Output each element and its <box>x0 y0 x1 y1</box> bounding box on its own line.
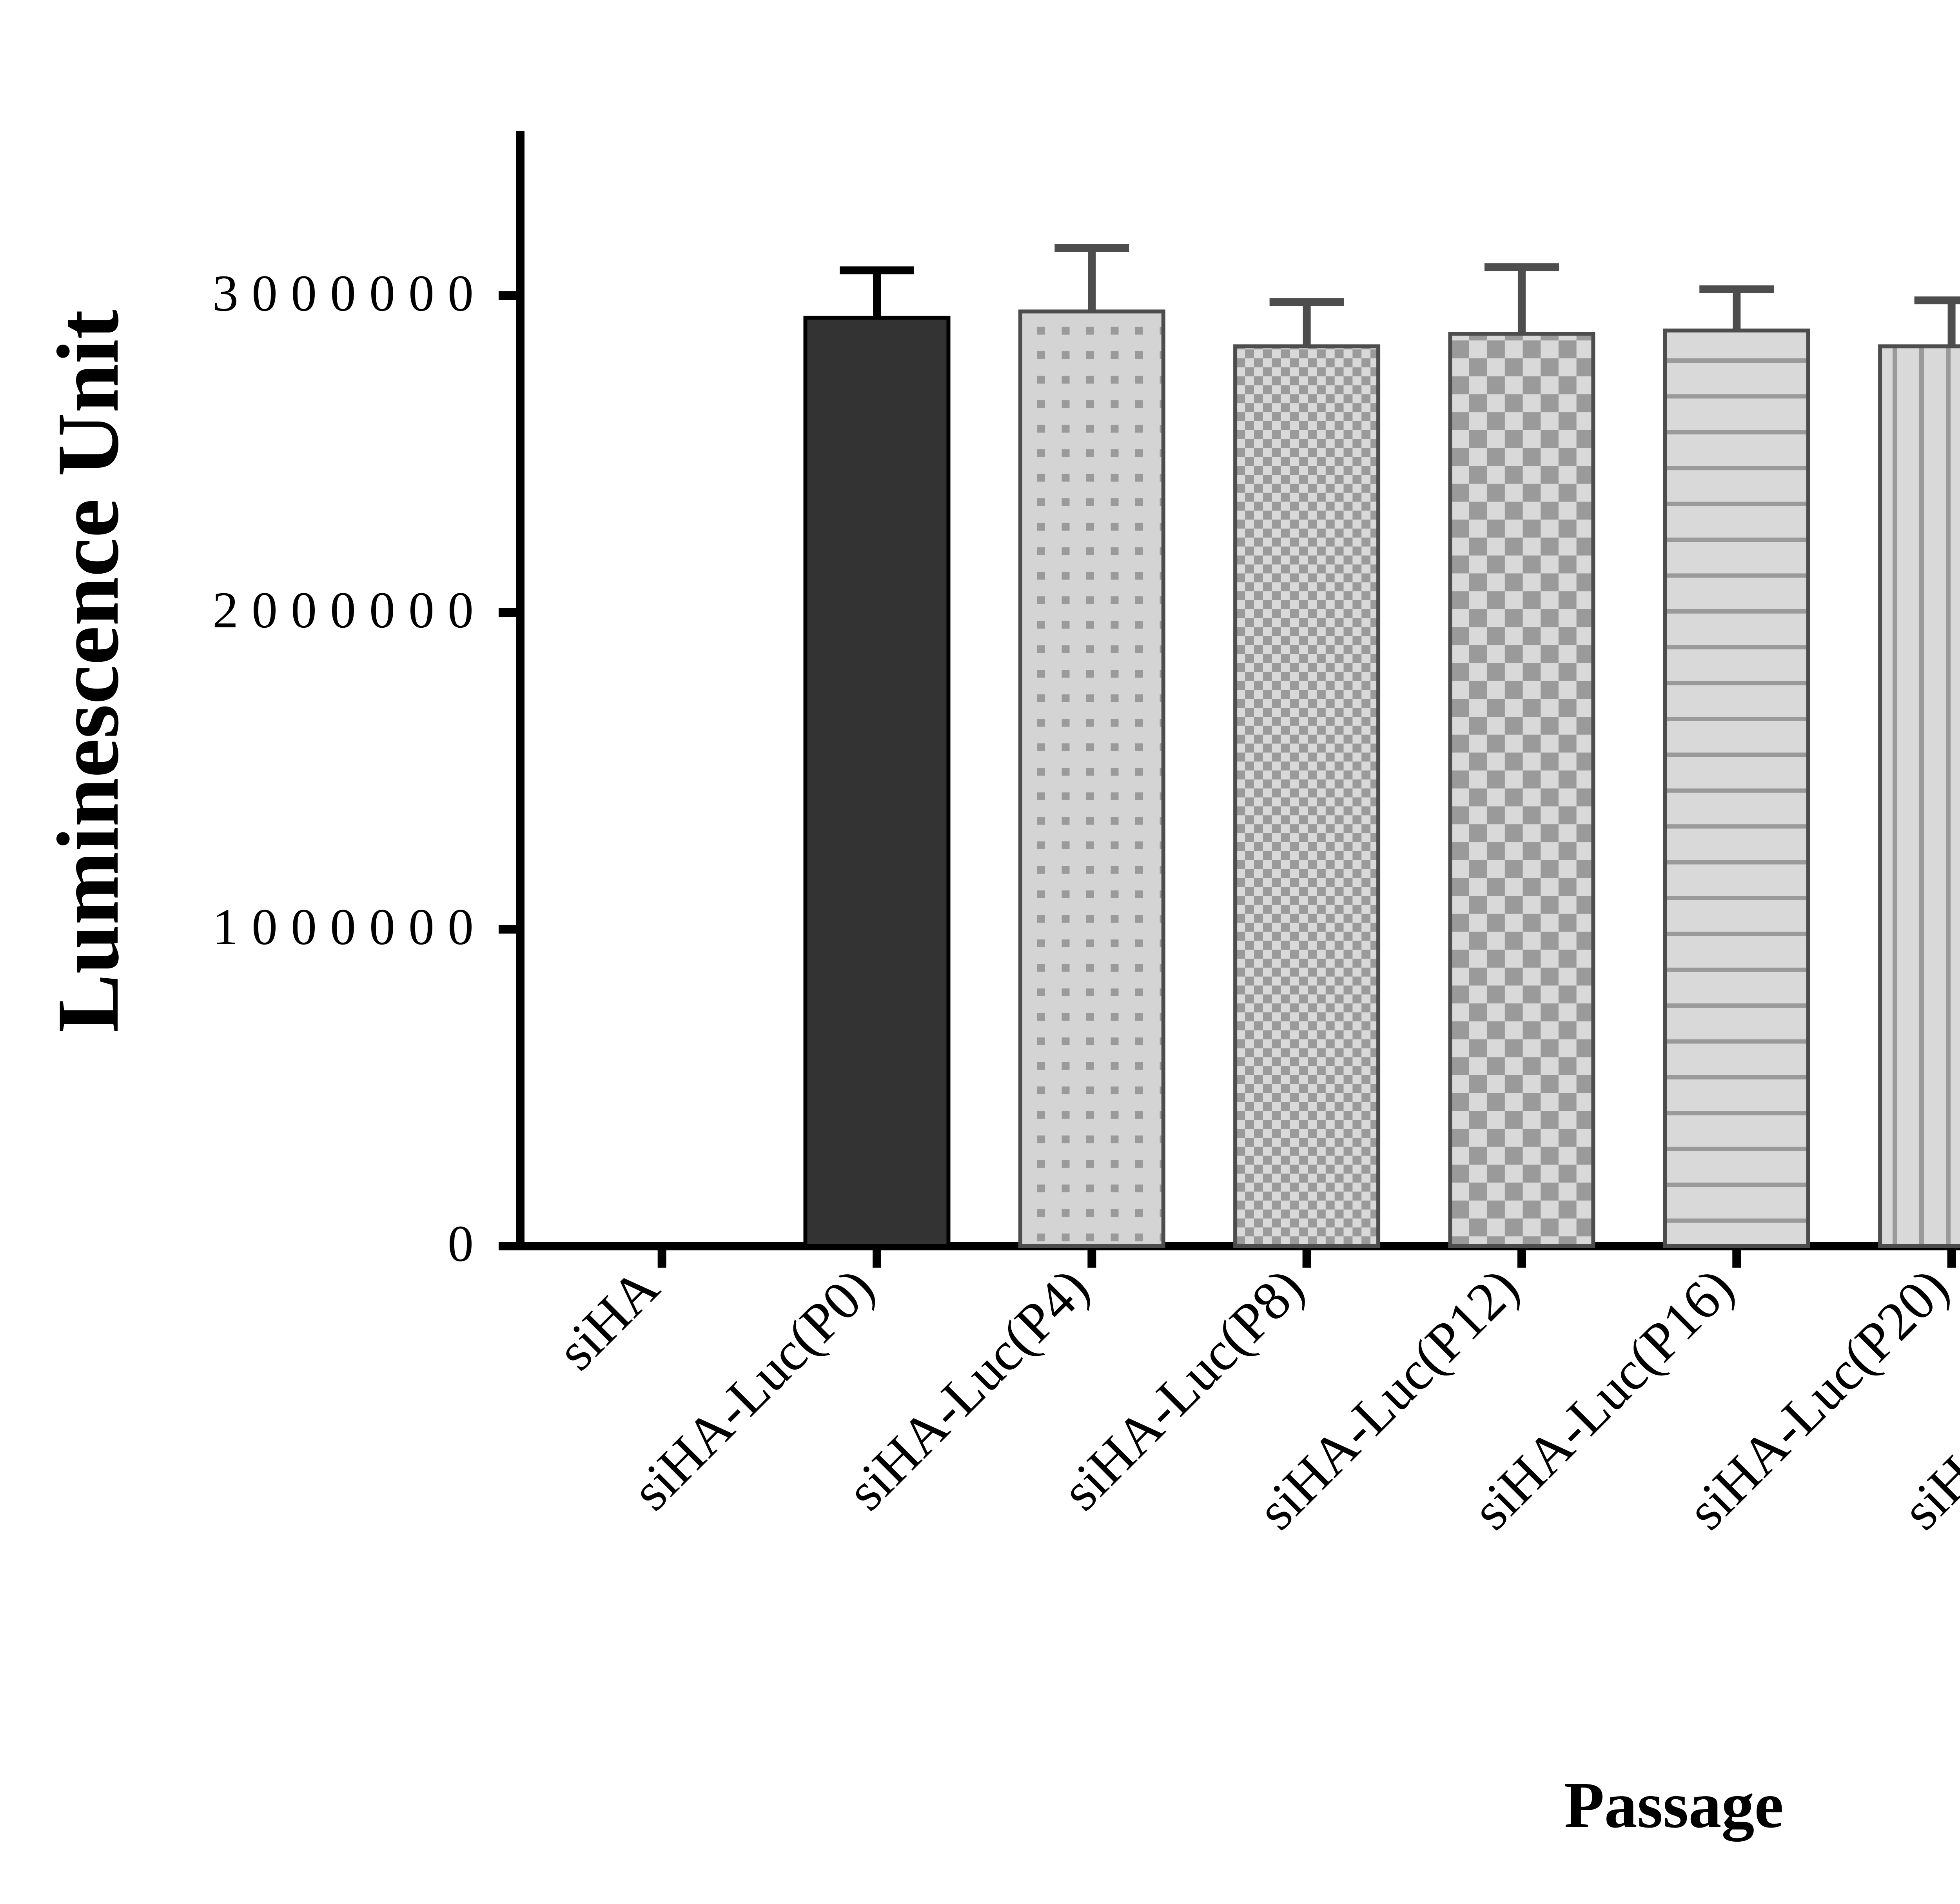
svg-text:3000000: 3000000 <box>212 264 487 322</box>
svg-text:Luminescence Unit: Luminescence Unit <box>39 310 137 1033</box>
svg-text:siHA: siHA <box>546 1257 671 1382</box>
svg-text:1000000: 1000000 <box>212 898 487 956</box>
svg-text:2000000: 2000000 <box>212 581 487 639</box>
svg-text:Passage: Passage <box>1564 1769 1784 1842</box>
svg-text:0: 0 <box>448 1215 487 1272</box>
